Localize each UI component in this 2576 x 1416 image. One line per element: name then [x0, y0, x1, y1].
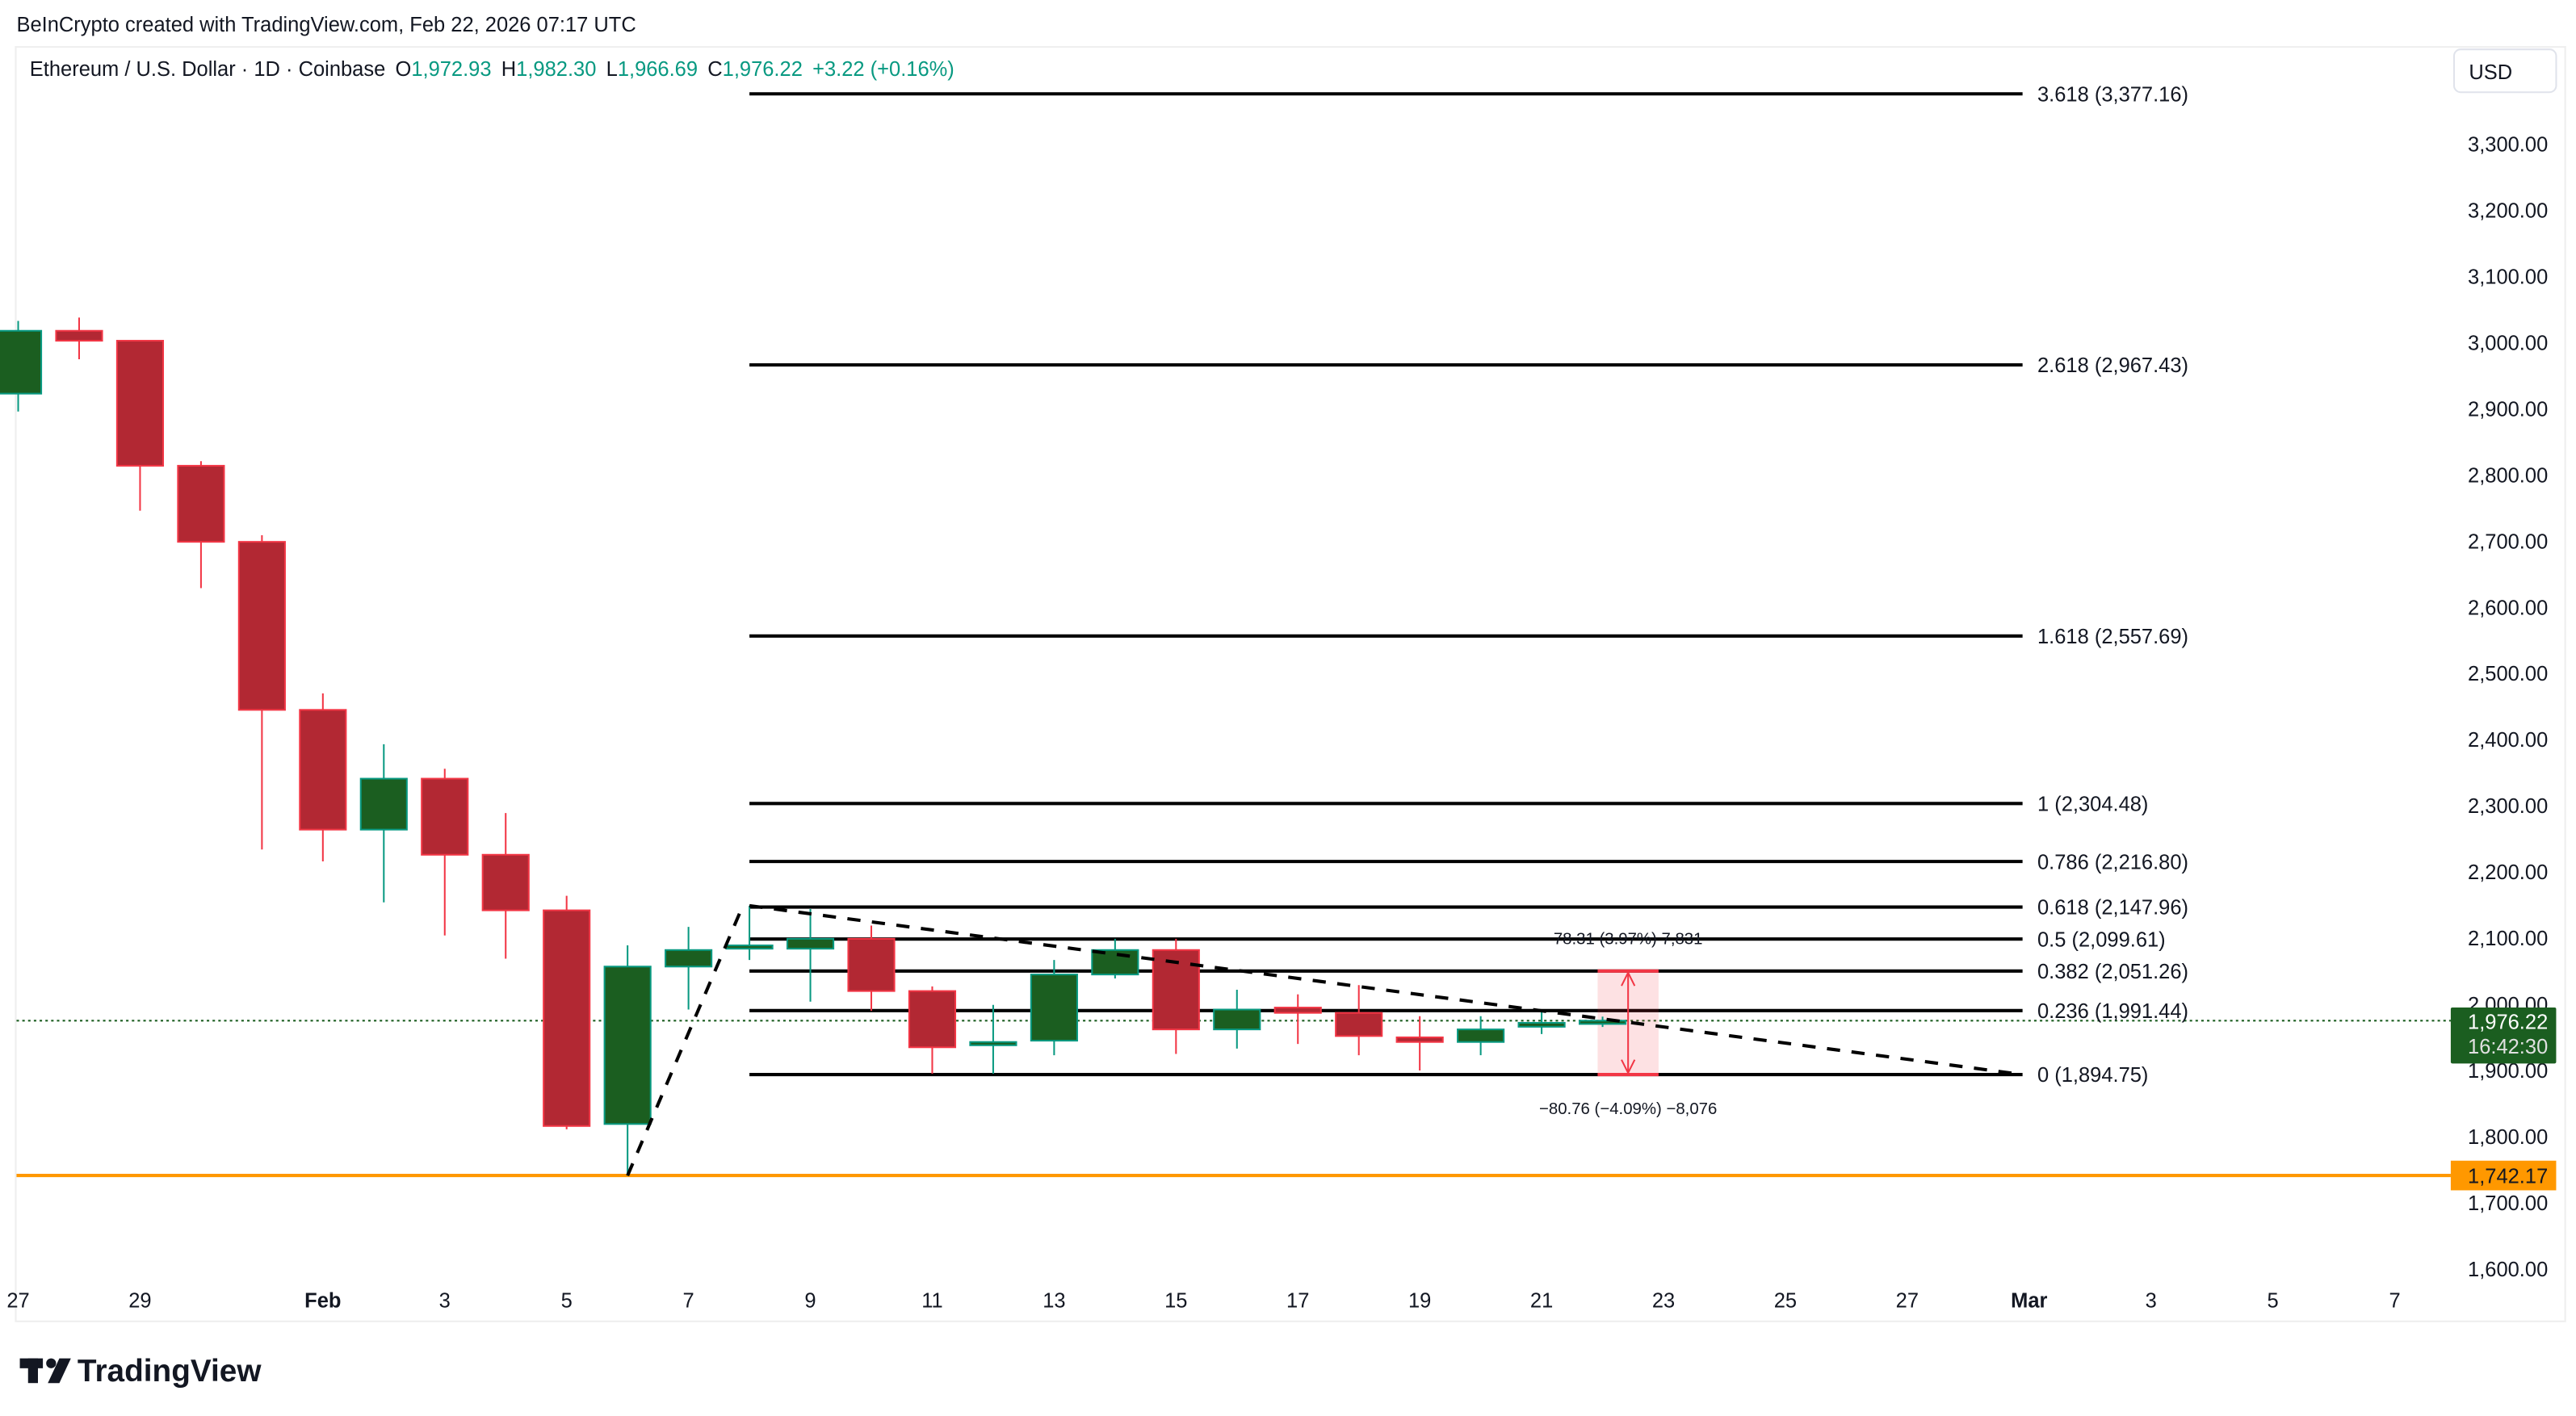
x-tick-label: 7	[2389, 1289, 2400, 1312]
fib-level-label: 0.786 (2,216.80)	[2037, 851, 2188, 873]
x-tick-label: 5	[2268, 1289, 2279, 1312]
fib-level-label: 0.382 (2,051.26)	[2037, 961, 2188, 983]
candle-down	[115, 340, 165, 467]
support-price-label: 1,742.17	[2468, 1165, 2548, 1188]
chart-frame	[15, 46, 2566, 1322]
y-tick-label: 1,800.00	[2468, 1126, 2548, 1149]
candle-down	[908, 990, 957, 1049]
fib-level-label: 1.618 (2,557.69)	[2037, 626, 2188, 648]
x-tick-label: Mar	[2011, 1289, 2047, 1312]
candle-up	[725, 945, 774, 950]
candle-up	[359, 777, 408, 831]
fib-level-label: 0 (1,894.75)	[2037, 1064, 2148, 1087]
svg-text:USD: USD	[2469, 61, 2512, 84]
y-tick-label: 2,900.00	[2468, 398, 2548, 421]
candle-down	[1395, 1036, 1444, 1043]
fib-level-label: 1 (2,304.48)	[2037, 793, 2148, 815]
low-value: 1,966.69	[618, 58, 698, 81]
x-tick-label: Feb	[304, 1289, 341, 1312]
y-tick-label: 3,300.00	[2468, 134, 2548, 157]
y-tick-label: 2,300.00	[2468, 795, 2548, 818]
measure-up-label: 78.31 (3.97%) 7,831	[1554, 930, 1703, 948]
candle-down	[177, 464, 225, 543]
y-tick-label: 2,800.00	[2468, 464, 2548, 487]
x-tick-label: 13	[1043, 1289, 1065, 1312]
candle-down	[481, 853, 530, 911]
candle-up	[1213, 1008, 1261, 1031]
legend: Ethereum / U.S. Dollar · 1D · Coinbase O1…	[30, 58, 954, 81]
candle-down	[421, 777, 469, 856]
open-value: 1,972.93	[411, 58, 491, 81]
measure-down-label: −80.76 (−4.09%) −8,076	[1539, 1100, 1717, 1118]
y-tick-label: 2,700.00	[2468, 530, 2548, 553]
currency-button[interactable]: USD	[2452, 48, 2557, 94]
candle-up	[1578, 1020, 1627, 1025]
candle-up	[603, 966, 652, 1125]
y-tick-label: 2,500.00	[2468, 663, 2548, 685]
y-tick-label: 3,000.00	[2468, 332, 2548, 354]
x-tick-label: 11	[921, 1289, 942, 1312]
x-tick-label: 29	[128, 1289, 151, 1312]
x-tick-label: 5	[561, 1289, 573, 1312]
y-tick-label: 2,200.00	[2468, 861, 2548, 884]
x-tick-label: 3	[439, 1289, 451, 1312]
arrow-down-icon	[1621, 1059, 1636, 1075]
x-tick-label: 27	[6, 1289, 29, 1312]
x-tick-label: 21	[1530, 1289, 1553, 1312]
candle-up	[1030, 974, 1078, 1042]
candle-up	[786, 937, 835, 950]
fib-level-label: 0.236 (1,991.44)	[2037, 1000, 2188, 1023]
y-tick-label: 2,100.00	[2468, 928, 2548, 950]
svg-text:Ethereum / U.S. Dollar · 1D ·: Ethereum / U.S. Dollar · 1D · Coinbase O1…	[30, 58, 954, 81]
candle-down	[1335, 1012, 1383, 1037]
trend-line	[749, 903, 2023, 1077]
y-tick-label: 1,600.00	[2468, 1259, 2548, 1281]
x-tick-label: 23	[1652, 1289, 1675, 1312]
x-tick-label: 19	[1408, 1289, 1431, 1312]
close-value: 1,976.22	[723, 58, 803, 81]
candle-down	[847, 937, 896, 992]
y-tick-label: 1,700.00	[2468, 1192, 2548, 1215]
y-tick-label: 3,200.00	[2468, 200, 2548, 223]
x-tick-label: 7	[683, 1289, 694, 1312]
svg-text:TradingView: TradingView	[78, 1354, 262, 1389]
change-value: +3.22 (+0.16%)	[812, 58, 954, 81]
candle-up	[1457, 1028, 1505, 1043]
x-tick-label: 17	[1286, 1289, 1309, 1312]
fib-level-label: 0.618 (2,147.96)	[2037, 897, 2188, 920]
arrow-up-icon	[1621, 970, 1636, 987]
x-tick-label: 15	[1164, 1289, 1187, 1312]
tradingview-logo: TradingView	[19, 1354, 262, 1389]
fib-level-label: 2.618 (2,967.43)	[2037, 354, 2188, 377]
candle-down	[543, 909, 591, 1127]
x-tick-label: 25	[1774, 1289, 1797, 1312]
candle-up	[665, 949, 713, 968]
y-tick-label: 3,100.00	[2468, 266, 2548, 289]
candle-up	[1091, 949, 1139, 976]
countdown-label: 16:42:30	[2468, 1036, 2548, 1058]
high-value: 1,982.30	[516, 58, 596, 81]
x-tick-label: 27	[1896, 1289, 1919, 1312]
candle-up	[1517, 1021, 1566, 1028]
x-tick-label: 3	[2146, 1289, 2157, 1312]
fib-level-label: 0.5 (2,099.61)	[2037, 928, 2166, 951]
symbol-title: Ethereum / U.S. Dollar · 1D · Coinbase	[30, 58, 385, 81]
candle-up	[0, 329, 43, 395]
last-price-label: 1,976.22	[2468, 1011, 2548, 1033]
y-tick-label: 1,900.00	[2468, 1060, 2548, 1083]
y-tick-label: 2,600.00	[2468, 597, 2548, 619]
candle-down	[1273, 1007, 1322, 1014]
last-price-badge	[2450, 1007, 2557, 1064]
candle-down	[55, 329, 103, 342]
attribution: BeInCrypto created with TradingView.com,…	[16, 14, 636, 36]
candle-up	[969, 1041, 1017, 1046]
x-tick-label: 9	[804, 1289, 816, 1312]
fib-level-label: 3.618 (3,377.16)	[2037, 83, 2188, 106]
candle-down	[237, 541, 286, 711]
y-tick-label: 2,400.00	[2468, 729, 2548, 752]
candle-down	[299, 709, 347, 831]
support-price-badge	[2450, 1160, 2557, 1191]
